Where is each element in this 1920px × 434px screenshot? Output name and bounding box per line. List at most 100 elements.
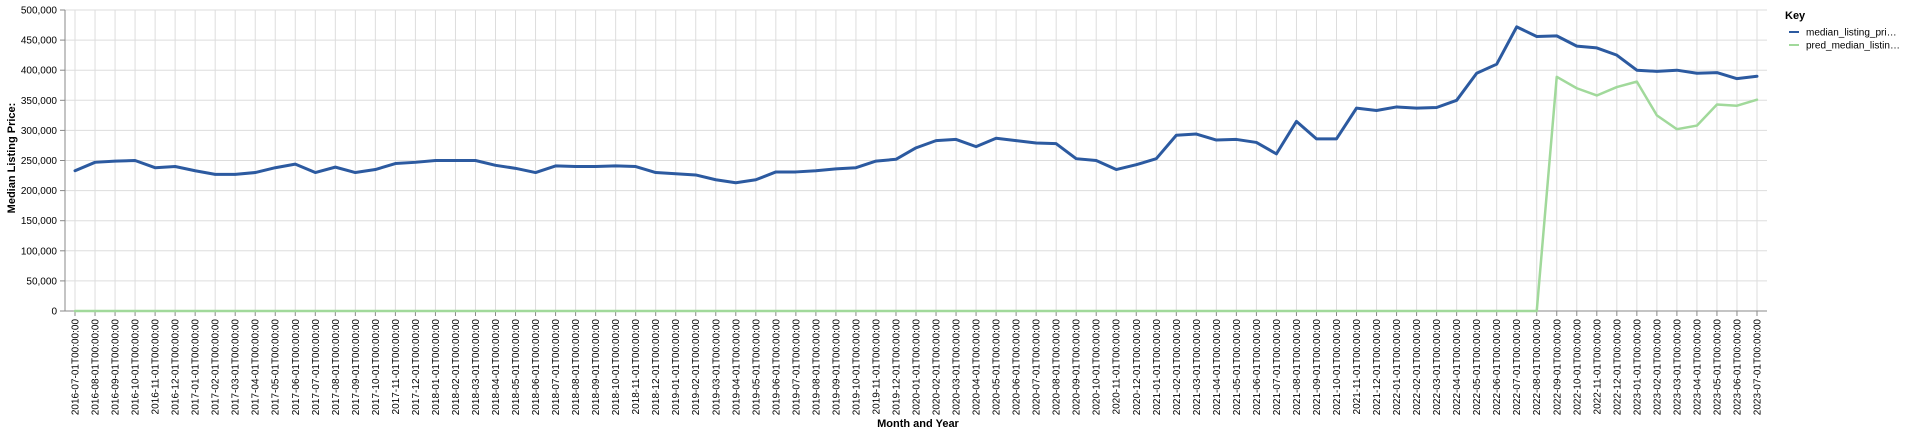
x-tick-label: 2021-06-01T00:00:00 bbox=[1252, 319, 1263, 416]
x-tick-label: 2021-02-01T00:00:00 bbox=[1172, 319, 1183, 416]
x-tick-label: 2022-09-01T00:00:00 bbox=[1552, 319, 1563, 416]
x-tick-label: 2016-07-01T00:00:00 bbox=[71, 319, 82, 416]
x-tick-label: 2017-06-01T00:00:00 bbox=[291, 319, 302, 416]
x-tick-label: 2020-01-01T00:00:00 bbox=[912, 319, 923, 416]
x-tick-label: 2019-08-01T00:00:00 bbox=[811, 319, 822, 416]
x-tick-label: 2018-01-01T00:00:00 bbox=[431, 319, 442, 416]
x-tick-label: 2018-08-01T00:00:00 bbox=[571, 319, 582, 416]
x-tick-label: 2022-05-01T00:00:00 bbox=[1472, 319, 1483, 416]
x-axis-title: Month and Year bbox=[877, 418, 959, 430]
x-tick-label: 2020-08-01T00:00:00 bbox=[1052, 319, 1063, 416]
y-tick-label: 150,000 bbox=[21, 216, 58, 227]
x-tick-label: 2017-08-01T00:00:00 bbox=[331, 319, 342, 416]
x-tick-label: 2023-05-01T00:00:00 bbox=[1712, 319, 1723, 416]
x-tick-label: 2016-10-01T00:00:00 bbox=[131, 319, 142, 416]
x-tick-label: 2023-06-01T00:00:00 bbox=[1732, 319, 1743, 416]
x-tick-label: 2022-07-01T00:00:00 bbox=[1512, 319, 1523, 416]
grid bbox=[65, 9, 1767, 312]
y-tick-label: 0 bbox=[51, 307, 57, 318]
x-tick-label: 2019-09-01T00:00:00 bbox=[831, 319, 842, 416]
y-tick-label: 100,000 bbox=[21, 246, 58, 257]
x-tick-label: 2020-10-01T00:00:00 bbox=[1092, 319, 1103, 416]
x-tick-label: 2018-02-01T00:00:00 bbox=[451, 319, 462, 416]
x-tick-label: 2016-09-01T00:00:00 bbox=[111, 319, 122, 416]
y-tick-label: 450,000 bbox=[21, 36, 58, 47]
x-tick-label: 2023-07-01T00:00:00 bbox=[1752, 319, 1763, 416]
x-tick-label: 2020-09-01T00:00:00 bbox=[1072, 319, 1083, 416]
x-tick-label: 2018-04-01T00:00:00 bbox=[491, 319, 502, 416]
x-tick-label: 2017-11-01T00:00:00 bbox=[391, 319, 402, 415]
x-tick-label: 2017-09-01T00:00:00 bbox=[351, 319, 362, 416]
legend: Key median_listing_pri… pred_median_listi… bbox=[1785, 10, 1900, 52]
x-tick-label: 2021-11-01T00:00:00 bbox=[1352, 319, 1363, 415]
x-tick-label: 2021-08-01T00:00:00 bbox=[1292, 319, 1303, 416]
x-tick-label: 2022-04-01T00:00:00 bbox=[1452, 319, 1463, 416]
x-tick-label: 2018-09-01T00:00:00 bbox=[591, 319, 602, 416]
x-tick-label: 2020-04-01T00:00:00 bbox=[972, 319, 983, 416]
x-tick-label: 2019-07-01T00:00:00 bbox=[791, 319, 802, 416]
x-tick-label: 2018-06-01T00:00:00 bbox=[531, 319, 542, 416]
x-tick-label: 2017-05-01T00:00:00 bbox=[271, 319, 282, 416]
legend-label-1: median_listing_pri… bbox=[1806, 28, 1897, 39]
x-tick-label: 2018-05-01T00:00:00 bbox=[511, 319, 522, 416]
x-tick-label: 2018-07-01T00:00:00 bbox=[551, 319, 562, 416]
x-tick-label: 2022-01-01T00:00:00 bbox=[1392, 319, 1403, 416]
x-tick-label: 2022-02-01T00:00:00 bbox=[1412, 319, 1423, 416]
x-tick-label: 2023-03-01T00:00:00 bbox=[1672, 319, 1683, 416]
x-tick-label: 2019-10-01T00:00:00 bbox=[851, 319, 862, 416]
x-tick-label: 2022-10-01T00:00:00 bbox=[1572, 319, 1583, 416]
x-tick-label: 2022-11-01T00:00:00 bbox=[1592, 319, 1603, 415]
x-tick-label: 2023-01-01T00:00:00 bbox=[1632, 319, 1643, 416]
x-tick-label: 2016-12-01T00:00:00 bbox=[171, 319, 182, 416]
series bbox=[73, 25, 1759, 313]
x-tick-label: 2022-12-01T00:00:00 bbox=[1612, 319, 1623, 416]
x-tick-label: 2016-11-01T00:00:00 bbox=[151, 319, 162, 415]
x-tick-label: 2017-01-01T00:00:00 bbox=[191, 319, 202, 416]
y-tick-label: 400,000 bbox=[21, 66, 58, 77]
series-line-1 bbox=[73, 25, 1759, 185]
y-tick-label: 50,000 bbox=[26, 276, 57, 287]
x-tick-label: 2017-12-01T00:00:00 bbox=[411, 319, 422, 416]
x-tick-label: 2019-11-01T00:00:00 bbox=[871, 319, 882, 415]
x-tick-label: 2019-02-01T00:00:00 bbox=[691, 319, 702, 416]
x-tick-label: 2020-06-01T00:00:00 bbox=[1012, 319, 1023, 416]
x-tick-label: 2016-08-01T00:00:00 bbox=[91, 319, 102, 416]
x-tick-label: 2020-05-01T00:00:00 bbox=[992, 319, 1003, 416]
x-tick-label: 2019-03-01T00:00:00 bbox=[711, 319, 722, 416]
x-tick-label: 2018-03-01T00:00:00 bbox=[471, 319, 482, 416]
x-tick-label: 2021-09-01T00:00:00 bbox=[1312, 319, 1323, 416]
x-tick-label: 2020-12-01T00:00:00 bbox=[1132, 319, 1143, 416]
x-tick-label: 2019-05-01T00:00:00 bbox=[751, 319, 762, 416]
x-tick-label: 2020-11-01T00:00:00 bbox=[1112, 319, 1123, 415]
y-tick-label: 300,000 bbox=[21, 126, 58, 137]
x-tick-label: 2021-04-01T00:00:00 bbox=[1212, 319, 1223, 416]
x-tick-label: 2021-03-01T00:00:00 bbox=[1192, 319, 1203, 416]
x-tick-label: 2021-01-01T00:00:00 bbox=[1152, 319, 1163, 416]
legend-label-2: pred_median_listin… bbox=[1806, 41, 1900, 52]
x-tick-label: 2021-10-01T00:00:00 bbox=[1332, 319, 1343, 416]
x-tick-label: 2022-06-01T00:00:00 bbox=[1492, 319, 1503, 416]
x-tick-label: 2020-02-01T00:00:00 bbox=[932, 319, 943, 416]
x-tick-label: 2022-03-01T00:00:00 bbox=[1432, 319, 1443, 416]
y-tick-label: 500,000 bbox=[21, 6, 58, 17]
x-tick-label: 2017-02-01T00:00:00 bbox=[211, 319, 222, 416]
x-tick-label: 2017-04-01T00:00:00 bbox=[251, 319, 262, 416]
series-line-2 bbox=[73, 75, 1759, 313]
x-tick-label: 2017-10-01T00:00:00 bbox=[371, 319, 382, 416]
x-tick-label: 2017-03-01T00:00:00 bbox=[231, 319, 242, 416]
x-tick-label: 2019-04-01T00:00:00 bbox=[731, 319, 742, 416]
x-tick-label: 2017-07-01T00:00:00 bbox=[311, 319, 322, 416]
y-axis-title: Median Listing Price: bbox=[6, 103, 18, 214]
y-tick-label: 200,000 bbox=[21, 186, 58, 197]
x-tick-label: 2020-07-01T00:00:00 bbox=[1032, 319, 1043, 416]
x-tick-label: 2018-12-01T00:00:00 bbox=[651, 319, 662, 416]
axes: 0 50,000 100,000 150,000 200,000 250,000 300,0… bbox=[21, 6, 1767, 416]
x-tick-label: 2018-10-01T00:00:00 bbox=[611, 319, 622, 416]
y-tick-label: 250,000 bbox=[21, 156, 58, 167]
x-tick-label: 2019-12-01T00:00:00 bbox=[891, 319, 902, 416]
x-tick-label: 2021-05-01T00:00:00 bbox=[1232, 319, 1243, 416]
y-tick-label: 350,000 bbox=[21, 96, 58, 107]
x-tick-label: 2020-03-01T00:00:00 bbox=[952, 319, 963, 416]
